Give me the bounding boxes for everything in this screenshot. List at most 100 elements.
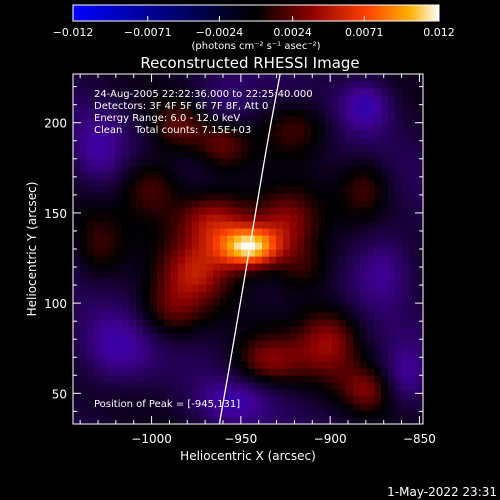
heatmap-cell [269,396,277,404]
heatmap-cell [374,158,382,166]
heatmap-cell [101,291,109,299]
heatmap-cell [283,340,291,348]
heatmap-cell [234,305,242,313]
heatmap-cell [416,221,423,229]
heatmap-cell [206,186,214,194]
heatmap-cell [276,179,284,187]
heatmap-cell [73,200,81,208]
heatmap-cell [164,172,172,180]
heatmap-cell [213,81,221,89]
heatmap-cell [192,158,200,166]
heatmap-cell [171,207,179,215]
heatmap-cell [192,221,200,229]
heatmap-cell [283,214,291,222]
heatmap-cell [318,319,326,327]
heatmap-cell [213,172,221,180]
heatmap-cell [101,214,109,222]
heatmap-cell [367,291,375,299]
heatmap-cell [409,417,417,424]
heatmap-cell [227,326,235,334]
heatmap-cell [248,165,256,173]
heatmap-cell [94,263,102,271]
heatmap-cell [353,382,361,390]
heatmap-cell [136,263,144,271]
heatmap-cell [227,312,235,320]
heatmap-cell [122,137,130,145]
heatmap-cell [178,375,186,383]
heatmap-cell [94,235,102,243]
heatmap-cell [192,200,200,208]
heatmap-cell [388,263,396,271]
heatmap-cell [297,340,305,348]
heatmap-cell [87,417,95,424]
heatmap-cell [73,249,81,257]
heatmap-cell [136,375,144,383]
heatmap-cell [129,102,137,110]
heatmap-cell [381,95,389,103]
heatmap-cell [94,298,102,306]
heatmap-cell [136,312,144,320]
heatmap-cell [395,347,403,355]
heatmap-cell [262,298,270,306]
heatmap-cell [122,319,130,327]
heatmap-cell [241,256,249,264]
heatmap-cell [94,354,102,362]
heatmap-cell [73,116,81,124]
heatmap-cell [395,270,403,278]
heatmap-cell [388,333,396,341]
heatmap-cell [157,403,165,411]
heatmap-cell [234,130,242,138]
heatmap-cell [276,263,284,271]
heatmap-cell [241,172,249,180]
heatmap-cell [374,410,382,418]
heatmap-cell [353,354,361,362]
heatmap-cell [311,333,319,341]
heatmap-cell [304,242,312,250]
heatmap-cell [220,130,228,138]
heatmap-cell [164,74,172,82]
heatmap-cell [164,88,172,96]
heatmap-cell [262,158,270,166]
heatmap-cell [101,102,109,110]
heatmap-cell [283,333,291,341]
heatmap-cell [101,256,109,264]
heatmap-cell [388,256,396,264]
heatmap-cell [178,249,186,257]
heatmap-cell [255,319,263,327]
heatmap-cell [388,214,396,222]
heatmap-cell [332,249,340,257]
heatmap-cell [94,193,102,201]
heatmap-cell [381,81,389,89]
heatmap-cell [416,144,423,152]
heatmap-cell [283,193,291,201]
heatmap-cell [318,375,326,383]
heatmap-cell [332,354,340,362]
heatmap-cell [227,298,235,306]
heatmap-cell [381,284,389,292]
heatmap-cell [283,109,291,117]
heatmap-cell [311,235,319,243]
heatmap-cell [206,88,214,96]
heatmap-cell [241,123,249,131]
heatmap-cell [255,179,263,187]
heatmap-cell [395,137,403,145]
heatmap-cell [108,186,116,194]
heatmap-cell [178,368,186,376]
heatmap-cell [318,109,326,117]
heatmap-cell [388,319,396,327]
heatmap-cell [178,242,186,250]
heatmap-cell [213,235,221,243]
heatmap-cell [108,228,116,236]
heatmap-cell [255,284,263,292]
heatmap-cell [360,263,368,271]
heatmap-cell [73,235,81,243]
heatmap-cell [388,382,396,390]
y-tick-label: 200 [44,117,67,131]
heatmap-cell [150,221,158,229]
heatmap-cell [353,319,361,327]
heatmap-cell [381,319,389,327]
heatmap-cell [185,256,193,264]
heatmap-cell [248,109,256,117]
heatmap-cell [143,389,151,397]
heatmap-cell [304,312,312,320]
